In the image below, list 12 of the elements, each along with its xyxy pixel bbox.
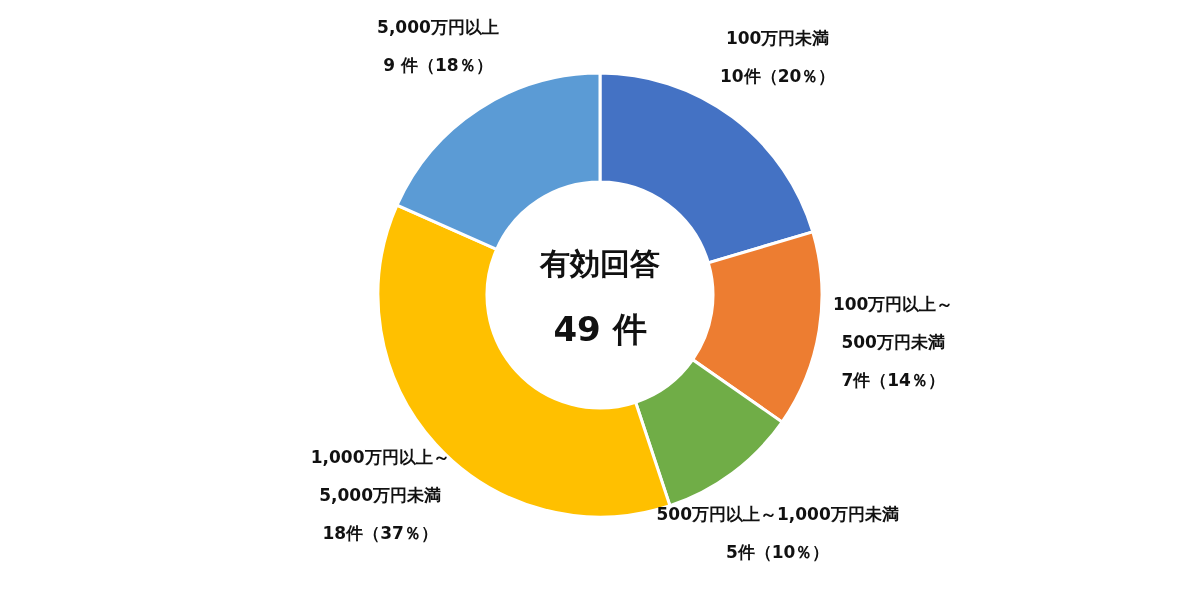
slice-label: 100万円以上～ 500万円未満 [832, 294, 954, 353]
data-label: 10件（20％） [719, 65, 836, 86]
data-label: 5件（10％） [725, 542, 830, 563]
data-label: 18件（37％） [322, 522, 438, 543]
text: 有効回答 [539, 245, 660, 281]
slice-label: 5,000万円以上 [377, 17, 499, 38]
slice-label: 100万円未満 [725, 27, 830, 48]
data-label: 7件（14％） [841, 370, 945, 391]
slice-label: 1,000万円以上～ 5,000万円未満 [310, 446, 450, 505]
text: 49 件 [553, 309, 647, 349]
data-label: 9 件（18％） [383, 55, 493, 76]
slice-label: 500万円以上～1,000万円未満 [656, 504, 899, 525]
